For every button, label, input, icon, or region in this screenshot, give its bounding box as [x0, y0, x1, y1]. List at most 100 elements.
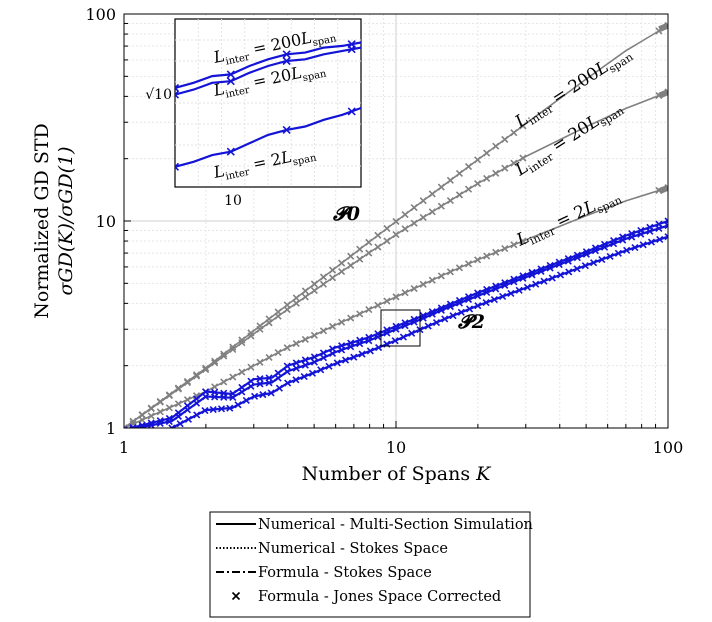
- marker-x: [247, 382, 255, 390]
- marker-x: [138, 423, 146, 428]
- marker-x: [138, 416, 146, 424]
- marker-x: [301, 356, 309, 364]
- marker-x: [664, 233, 668, 241]
- marker-x: [165, 418, 173, 426]
- marker-x: [455, 169, 464, 178]
- marker-x: [174, 400, 182, 408]
- marker-x: [256, 375, 264, 383]
- marker-x: [510, 241, 518, 249]
- marker-x: [428, 276, 436, 284]
- marker-x: [446, 196, 454, 205]
- marker-x: [428, 310, 436, 318]
- marker-x: [247, 363, 255, 371]
- marker-x: [328, 266, 337, 274]
- marker-x: [226, 404, 234, 412]
- marker-x: [193, 411, 201, 419]
- marker-x: [492, 142, 500, 150]
- marker-x: [401, 210, 409, 219]
- marker-x: [614, 249, 622, 257]
- marker-x: [492, 248, 500, 256]
- marker-x: [419, 213, 427, 222]
- marker-x: [464, 260, 473, 268]
- marker-x: [419, 314, 427, 322]
- marker-x: [392, 230, 400, 239]
- marker-x: [374, 333, 382, 341]
- marker-x: [391, 337, 399, 345]
- marker-x: [573, 265, 581, 273]
- marker-x: [356, 245, 364, 253]
- marker-x: [275, 384, 283, 392]
- marker-x: [474, 256, 482, 264]
- marker-x: [374, 231, 382, 239]
- marker-x: [256, 325, 264, 333]
- marker-x: [226, 70, 235, 79]
- legend-label: Formula - Jones Space Corrected: [258, 589, 501, 605]
- marker-x: [156, 408, 164, 416]
- marker-x: [183, 396, 192, 404]
- marker-x: [410, 318, 418, 326]
- marker-x: [537, 267, 545, 276]
- marker-x: [590, 259, 598, 267]
- marker-x: [147, 412, 155, 420]
- marker-x: [600, 243, 609, 251]
- marker-x: [175, 83, 180, 92]
- marker-x: [392, 293, 400, 301]
- marker-x: [325, 362, 333, 370]
- marker-x: [265, 379, 273, 387]
- legend-entry: Formula - Jones Space Corrected: [231, 589, 501, 605]
- marker-x: [282, 125, 291, 134]
- marker-x: [383, 224, 391, 232]
- marker-x: [510, 159, 518, 167]
- marker-x: [308, 369, 317, 377]
- marker-x: [610, 240, 618, 248]
- marker-x: [347, 252, 355, 260]
- marker-x: [483, 149, 491, 157]
- marker-x: [201, 407, 209, 415]
- marker-x: [419, 280, 427, 288]
- marker-x: [401, 225, 409, 233]
- marker-x: [175, 90, 180, 99]
- marker-x: [301, 287, 309, 295]
- marker-x: [507, 289, 515, 297]
- marker-x: [374, 243, 382, 251]
- marker-x: [317, 366, 325, 374]
- marker-x: [582, 250, 590, 258]
- marker-x: [419, 197, 427, 205]
- marker-x: [338, 259, 346, 267]
- marker-x: [165, 404, 173, 412]
- inset-series-2: [175, 106, 361, 171]
- annotation-l-inter: Linter = 20Lspan: [511, 97, 626, 183]
- marker-x: [328, 322, 337, 330]
- marker-x: [664, 222, 668, 230]
- marker-x: [366, 347, 374, 355]
- marker-x: [464, 163, 473, 171]
- marker-x: [147, 404, 155, 413]
- y-tick-label: 10: [96, 212, 116, 231]
- inset-annotation: Linter = 2Lspan: [211, 142, 318, 185]
- marker-x: [300, 373, 308, 381]
- marker-x: [457, 308, 465, 316]
- legend-box: [209, 511, 531, 618]
- marker-x: [455, 264, 464, 272]
- marker-x: [319, 280, 328, 288]
- marker-x: [449, 312, 457, 320]
- marker-x: [231, 591, 241, 601]
- marker-x: [347, 314, 355, 322]
- marker-x: [474, 292, 482, 300]
- marker-x: [274, 349, 282, 357]
- marker-x: [328, 274, 337, 282]
- marker-x: [399, 333, 407, 341]
- marker-x: [483, 174, 491, 182]
- marker-x: [383, 329, 391, 337]
- marker-x: [656, 235, 664, 243]
- marker-x: [540, 277, 548, 285]
- marker-x: [455, 191, 464, 199]
- y-axis-label-line2: σGD(K)/σGD(1): [55, 146, 77, 295]
- marker-x: [410, 204, 418, 212]
- marker-x: [310, 358, 318, 366]
- marker-x: [365, 306, 373, 314]
- marker-x: [183, 406, 192, 414]
- legend-entry: Numerical - Multi-Section Simulation: [216, 517, 533, 533]
- marker-x: [591, 247, 600, 255]
